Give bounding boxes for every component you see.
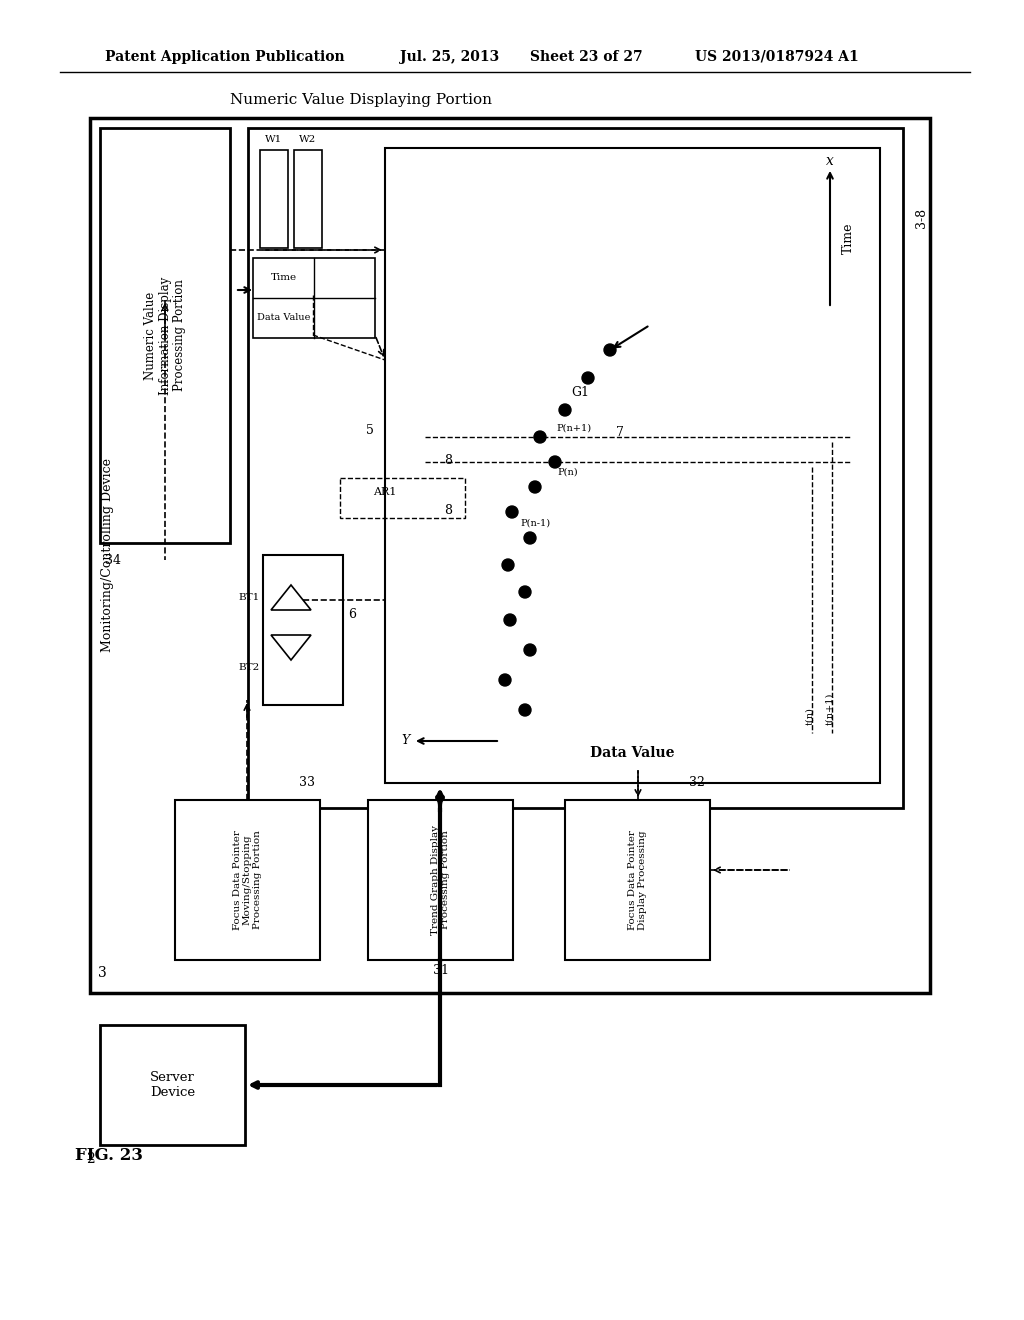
Text: t(n+1): t(n+1) [825,693,835,725]
Text: 6: 6 [348,609,356,622]
Text: Numeric Value
Information Display
Processing Portion: Numeric Value Information Display Proces… [143,276,186,395]
Circle shape [499,675,511,686]
Bar [263,554,343,705]
Text: Jul. 25, 2013: Jul. 25, 2013 [400,50,500,63]
Bar [175,800,319,960]
Circle shape [529,480,541,492]
Text: 34: 34 [105,554,121,568]
Text: 7: 7 [616,425,624,438]
Text: W2: W2 [299,135,316,144]
Text: Time: Time [270,273,297,282]
Text: BT2: BT2 [239,663,260,672]
Bar [294,150,322,248]
Bar [385,148,880,783]
Bar [90,117,930,993]
Circle shape [534,432,546,444]
Circle shape [519,704,531,715]
Text: FIG. 23: FIG. 23 [75,1147,143,1163]
Text: 2: 2 [86,1152,95,1166]
Text: 5: 5 [366,424,374,437]
Circle shape [549,455,561,469]
Text: Sheet 23 of 27: Sheet 23 of 27 [530,50,643,63]
Text: P(n-1): P(n-1) [520,519,550,528]
Text: Trend Graph Display
Processing Portion: Trend Graph Display Processing Portion [431,825,451,935]
Bar [100,128,230,543]
Text: Patent Application Publication: Patent Application Publication [105,50,345,63]
Bar [100,1026,245,1144]
Text: 3-8: 3-8 [914,209,928,228]
Text: Time: Time [842,222,854,253]
Circle shape [506,506,518,517]
Text: Y: Y [400,734,410,747]
Text: 32: 32 [689,776,705,789]
Text: W1: W1 [265,135,283,144]
Bar [248,128,903,808]
Text: BT1: BT1 [239,593,260,602]
Text: Server
Device: Server Device [150,1071,195,1100]
Circle shape [559,404,571,416]
Text: AR1: AR1 [374,487,396,498]
Bar [248,128,903,808]
Bar [260,150,288,248]
Text: US 2013/0187924 A1: US 2013/0187924 A1 [695,50,859,63]
Text: x: x [826,154,834,168]
Circle shape [524,532,536,544]
Text: 3: 3 [98,966,106,979]
Text: 8: 8 [444,454,452,466]
Text: Data Value: Data Value [257,314,310,322]
Text: P(n): P(n) [557,467,578,477]
Bar [253,257,375,338]
Text: t(n): t(n) [806,708,814,725]
Text: 31: 31 [432,964,449,977]
Text: G1: G1 [571,387,589,400]
Text: 33: 33 [299,776,315,789]
Circle shape [502,558,514,572]
Circle shape [582,372,594,384]
Circle shape [519,586,531,598]
Text: 8: 8 [444,503,452,516]
Text: Monitoring/Controlling Device: Monitoring/Controlling Device [101,458,115,652]
Bar [368,800,513,960]
Circle shape [604,345,616,356]
Text: Focus Data Pointer
Moving/Stopping
Processing Portion: Focus Data Pointer Moving/Stopping Proce… [232,830,262,929]
Bar [565,800,710,960]
Text: Focus Data Pointer
Display Processing: Focus Data Pointer Display Processing [628,830,647,929]
Text: Data Value: Data Value [590,746,675,760]
Bar [340,478,465,517]
Circle shape [524,644,536,656]
Text: Numeric Value Displaying Portion: Numeric Value Displaying Portion [230,92,492,107]
Text: P(n+1): P(n+1) [556,424,591,433]
Circle shape [504,614,516,626]
